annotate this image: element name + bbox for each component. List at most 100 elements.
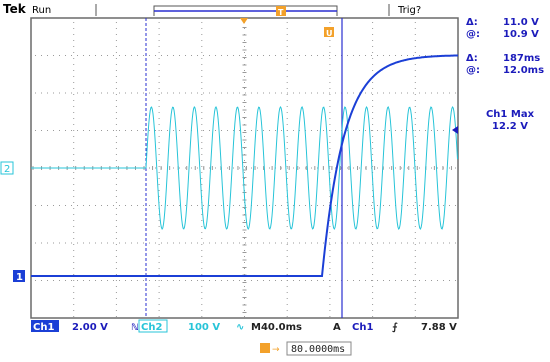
grid-dot	[263, 280, 264, 281]
grid-dot	[286, 100, 288, 101]
grid-dot	[455, 280, 456, 281]
grid-dot	[359, 280, 360, 281]
grid-dot	[372, 262, 374, 263]
grid-dot	[317, 167, 318, 169]
grid-dot	[407, 92, 408, 94]
slope-icon: ⨍	[392, 322, 398, 333]
grid-dot	[365, 280, 366, 281]
grid-dot	[335, 167, 336, 169]
grid-dot	[119, 130, 120, 131]
grid-dot	[73, 178, 75, 179]
grid-dot	[201, 292, 203, 293]
grid-dot	[201, 238, 203, 239]
grid-dot	[161, 55, 162, 56]
grid-dot	[115, 304, 117, 305]
grid-dot	[443, 92, 444, 94]
grid-dot	[113, 205, 114, 206]
grid-dot	[455, 242, 456, 244]
grid-dot	[73, 28, 75, 29]
grid-dot	[115, 256, 117, 257]
grid-dot	[179, 55, 180, 56]
grid-dot	[299, 130, 300, 131]
grid-dot	[413, 242, 414, 244]
grid-dot	[201, 154, 203, 155]
grid-dot	[329, 316, 331, 317]
grid-dot	[244, 316, 245, 317]
grid-dot	[201, 28, 203, 29]
grid-dot	[414, 220, 416, 221]
grid-dot	[414, 280, 416, 281]
grid-dot	[275, 55, 276, 56]
grid-dot	[286, 46, 288, 47]
grid-dot	[407, 280, 408, 281]
grid-dot	[115, 262, 117, 263]
grid-dot	[115, 178, 117, 179]
grid-dot	[239, 167, 240, 169]
grid-dot	[131, 55, 132, 56]
grid-dot	[107, 130, 108, 131]
grid-dot	[73, 196, 75, 197]
run-state: Run	[32, 5, 51, 16]
grid-dot	[35, 130, 36, 131]
grid-dot	[233, 55, 234, 56]
grid-dot	[347, 242, 348, 244]
grid-dot	[372, 70, 374, 71]
grid-dot	[372, 40, 374, 41]
grid-dot	[414, 64, 416, 65]
grid-dot	[201, 166, 203, 167]
grid-dot	[185, 242, 186, 244]
grid-dot	[244, 76, 245, 77]
grid-dot	[329, 167, 330, 169]
grid-dot	[372, 52, 374, 53]
grid-dot	[286, 76, 288, 77]
grid-dot	[185, 55, 186, 56]
grid-dot	[389, 130, 390, 131]
grid-dot	[227, 92, 228, 94]
grid-dot	[197, 55, 198, 56]
grid-dot	[143, 92, 144, 94]
grid-dot	[257, 55, 258, 56]
grid-dot	[413, 130, 414, 131]
grid-dot	[158, 250, 160, 251]
grid-dot	[413, 167, 414, 169]
grid-dot	[353, 55, 354, 56]
grid-dot	[113, 280, 114, 281]
grid-dot	[425, 55, 426, 56]
grid-dot	[77, 242, 78, 244]
grid-dot	[167, 92, 168, 94]
grid-dot	[73, 46, 75, 47]
grid-dot	[419, 130, 420, 131]
grid-dot	[244, 262, 245, 263]
grid-dot	[299, 167, 300, 169]
grid-dot	[149, 55, 150, 56]
grid-dot	[407, 242, 408, 244]
grid-dot	[59, 92, 60, 94]
grid-dot	[287, 55, 288, 56]
grid-dot	[431, 280, 432, 281]
grid-dot	[281, 55, 282, 56]
grid-dot	[353, 92, 354, 94]
grid-dot	[137, 130, 138, 131]
grid-dot	[158, 304, 160, 305]
grid-dot	[329, 64, 331, 65]
grid-dot	[35, 280, 36, 281]
grid-dot	[414, 286, 416, 287]
grid-dot	[323, 55, 324, 56]
grid-dot	[155, 130, 156, 131]
grid-dot	[365, 130, 366, 131]
grid-dot	[286, 250, 288, 251]
grid-dot	[372, 142, 374, 143]
grid-dot	[149, 130, 150, 131]
grid-dot	[286, 172, 288, 173]
grid-dot	[371, 242, 372, 244]
grid-dot	[414, 136, 416, 137]
grid-dot	[173, 242, 174, 244]
grid-dot	[95, 55, 96, 56]
grid-dot	[115, 244, 117, 245]
grid-dot	[419, 167, 420, 169]
grid-dot	[209, 280, 210, 281]
grid-dot	[221, 92, 222, 94]
grid-dot	[281, 242, 282, 244]
grid-dot	[119, 205, 120, 206]
grid-dot	[131, 205, 132, 206]
